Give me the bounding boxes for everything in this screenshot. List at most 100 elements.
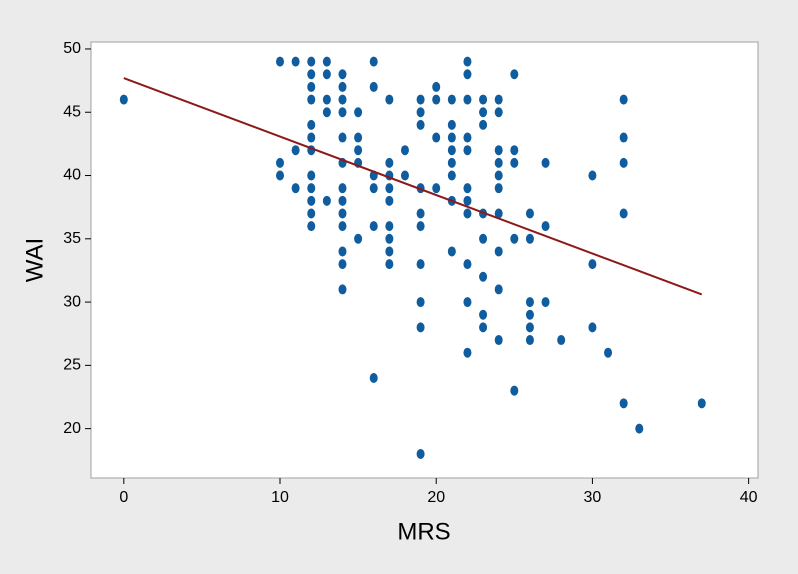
- point: [463, 208, 472, 219]
- x-tick-label: 10: [271, 489, 289, 506]
- point: [479, 233, 488, 244]
- point: [463, 56, 472, 67]
- point: [479, 322, 488, 333]
- point: [338, 259, 347, 270]
- point: [307, 221, 316, 232]
- point: [338, 195, 347, 206]
- point: [416, 448, 425, 459]
- y-tick-label: 35: [63, 230, 81, 247]
- y-tick-label: 50: [63, 40, 81, 57]
- point: [635, 423, 644, 434]
- point: [291, 56, 300, 67]
- point: [369, 183, 378, 194]
- point: [385, 246, 394, 257]
- y-tick-label: 40: [63, 167, 81, 184]
- point: [463, 183, 472, 194]
- point: [416, 322, 425, 333]
- point: [338, 183, 347, 194]
- point: [338, 132, 347, 143]
- point: [119, 94, 128, 105]
- point: [354, 233, 363, 244]
- point: [619, 94, 628, 105]
- point: [416, 107, 425, 118]
- point: [525, 297, 534, 308]
- point: [463, 145, 472, 156]
- point: [463, 195, 472, 206]
- point: [697, 398, 706, 409]
- point: [385, 195, 394, 206]
- point: [494, 246, 503, 257]
- point: [494, 107, 503, 118]
- point: [369, 373, 378, 384]
- point: [447, 132, 456, 143]
- point: [494, 157, 503, 168]
- point: [307, 170, 316, 181]
- point: [479, 119, 488, 130]
- point: [276, 157, 285, 168]
- point: [447, 157, 456, 168]
- point: [416, 94, 425, 105]
- point: [432, 81, 441, 92]
- point: [447, 246, 456, 257]
- point: [307, 81, 316, 92]
- point: [479, 107, 488, 118]
- point: [479, 271, 488, 282]
- point: [479, 309, 488, 320]
- x-axis-label: MRS: [397, 518, 450, 545]
- point: [494, 170, 503, 181]
- point: [588, 170, 597, 181]
- point: [385, 259, 394, 270]
- point: [494, 145, 503, 156]
- point: [276, 170, 285, 181]
- point: [385, 233, 394, 244]
- point: [385, 157, 394, 168]
- point: [307, 69, 316, 80]
- point: [307, 56, 316, 67]
- point: [338, 284, 347, 295]
- point: [525, 208, 534, 219]
- point: [447, 145, 456, 156]
- point: [525, 335, 534, 346]
- point: [432, 132, 441, 143]
- point: [604, 347, 613, 358]
- point: [447, 119, 456, 130]
- point: [619, 157, 628, 168]
- x-tick-label: 0: [119, 489, 128, 506]
- y-tick-label: 20: [63, 420, 81, 437]
- point: [385, 94, 394, 105]
- y-tick-label: 25: [63, 357, 81, 374]
- point: [510, 157, 519, 168]
- point: [291, 145, 300, 156]
- point: [525, 322, 534, 333]
- point: [416, 208, 425, 219]
- point: [416, 297, 425, 308]
- point: [338, 94, 347, 105]
- point: [322, 56, 331, 67]
- point: [400, 170, 409, 181]
- point: [276, 56, 285, 67]
- point: [494, 284, 503, 295]
- point: [494, 335, 503, 346]
- point: [494, 208, 503, 219]
- point: [557, 335, 566, 346]
- point: [354, 132, 363, 143]
- point: [338, 69, 347, 80]
- point: [322, 195, 331, 206]
- point: [588, 322, 597, 333]
- point: [322, 107, 331, 118]
- point: [385, 221, 394, 232]
- point: [432, 94, 441, 105]
- point: [354, 145, 363, 156]
- point: [463, 132, 472, 143]
- point: [369, 56, 378, 67]
- x-tick-label: 20: [427, 489, 445, 506]
- point: [510, 145, 519, 156]
- point: [510, 385, 519, 396]
- point: [619, 132, 628, 143]
- point: [541, 157, 550, 168]
- point: [463, 347, 472, 358]
- x-tick-label: 30: [584, 489, 602, 506]
- point: [338, 81, 347, 92]
- point: [338, 208, 347, 219]
